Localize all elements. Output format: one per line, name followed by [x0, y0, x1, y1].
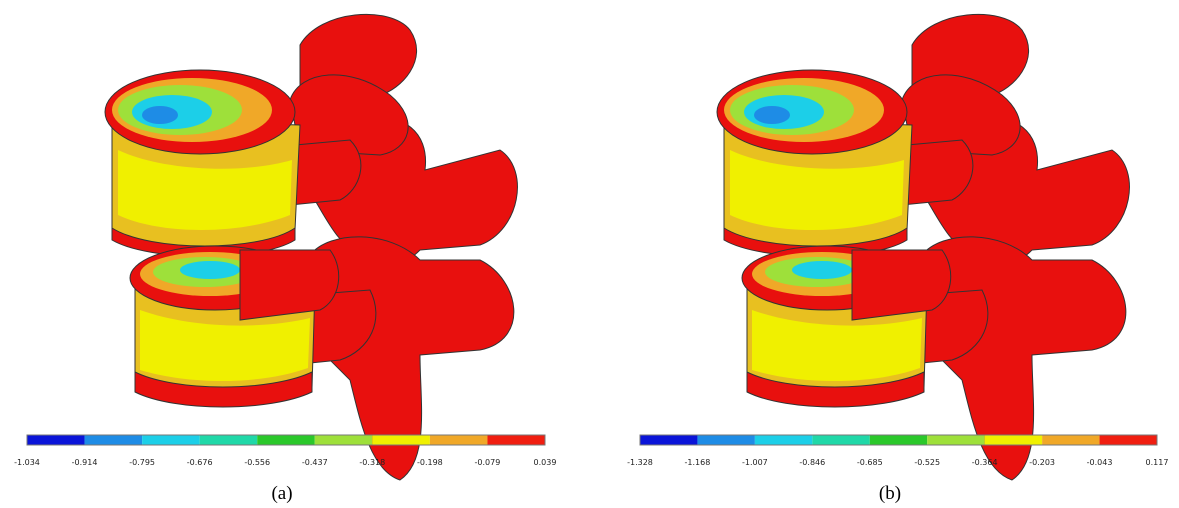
colorbar-tick-label: 0.039: [534, 458, 557, 467]
colorbar-segment: [430, 435, 488, 445]
colorbar-segment: [697, 435, 754, 445]
colorbar-segment: [315, 435, 373, 445]
colorbar-segment: [85, 435, 143, 445]
colorbar-segment: [257, 435, 315, 445]
colorbar-tick-label: -0.846: [799, 458, 825, 467]
colorbar-segment: [812, 435, 869, 445]
colorbar-segment: [870, 435, 927, 445]
colorbar-segment: [755, 435, 812, 445]
colorbar-segment: [200, 435, 258, 445]
colorbar-tick-label: -0.676: [187, 458, 213, 467]
colorbar-segment: [640, 435, 697, 445]
colorbar-tick-label: -1.328: [627, 458, 653, 467]
colorbar-tick-label: -0.795: [129, 458, 155, 467]
colorbar-tick-label: -1.168: [685, 458, 711, 467]
colorbar-segment: [927, 435, 984, 445]
colorbar-segment: [1100, 435, 1157, 445]
colorbar-tick-label: -0.043: [1087, 458, 1113, 467]
colorbar-tick-label: -0.556: [244, 458, 270, 467]
colorbar-tick-label: 0.117: [1146, 458, 1169, 467]
colorbar-segment: [27, 435, 85, 445]
colorbar-tick-label: -0.203: [1029, 458, 1055, 467]
colorbar-tick-label: -0.525: [914, 458, 940, 467]
colorbar-segment: [487, 435, 545, 445]
colorbar-segment: [372, 435, 430, 445]
colorbar-tick-label: -0.437: [302, 458, 328, 467]
colorbar-tick-label: -0.364: [972, 458, 998, 467]
vertebra-model-a: [105, 14, 517, 480]
colorbar-tick-label: -0.685: [857, 458, 883, 467]
vertebra-model-b: [717, 14, 1129, 480]
figure: -1.034 -0.914 -0.795 -0.676 -0.556 -0.437 -0.3…: [0, 0, 1179, 508]
colorbar-tick-label: -1.007: [742, 458, 768, 467]
panel-caption: (b): [879, 483, 901, 504]
colorbar-tick-label: -0.914: [72, 458, 98, 467]
colorbar-tick-label: -1.034: [14, 458, 40, 467]
panel-caption: (a): [271, 483, 292, 504]
colorbar-tick-label: -0.079: [475, 458, 501, 467]
colorbar-tick-label: -0.318: [359, 458, 385, 467]
colorbar-segment: [1042, 435, 1099, 445]
colorbar-segment: [985, 435, 1042, 445]
colorbar-segment: [142, 435, 200, 445]
colorbar-tick-label: -0.198: [417, 458, 443, 467]
